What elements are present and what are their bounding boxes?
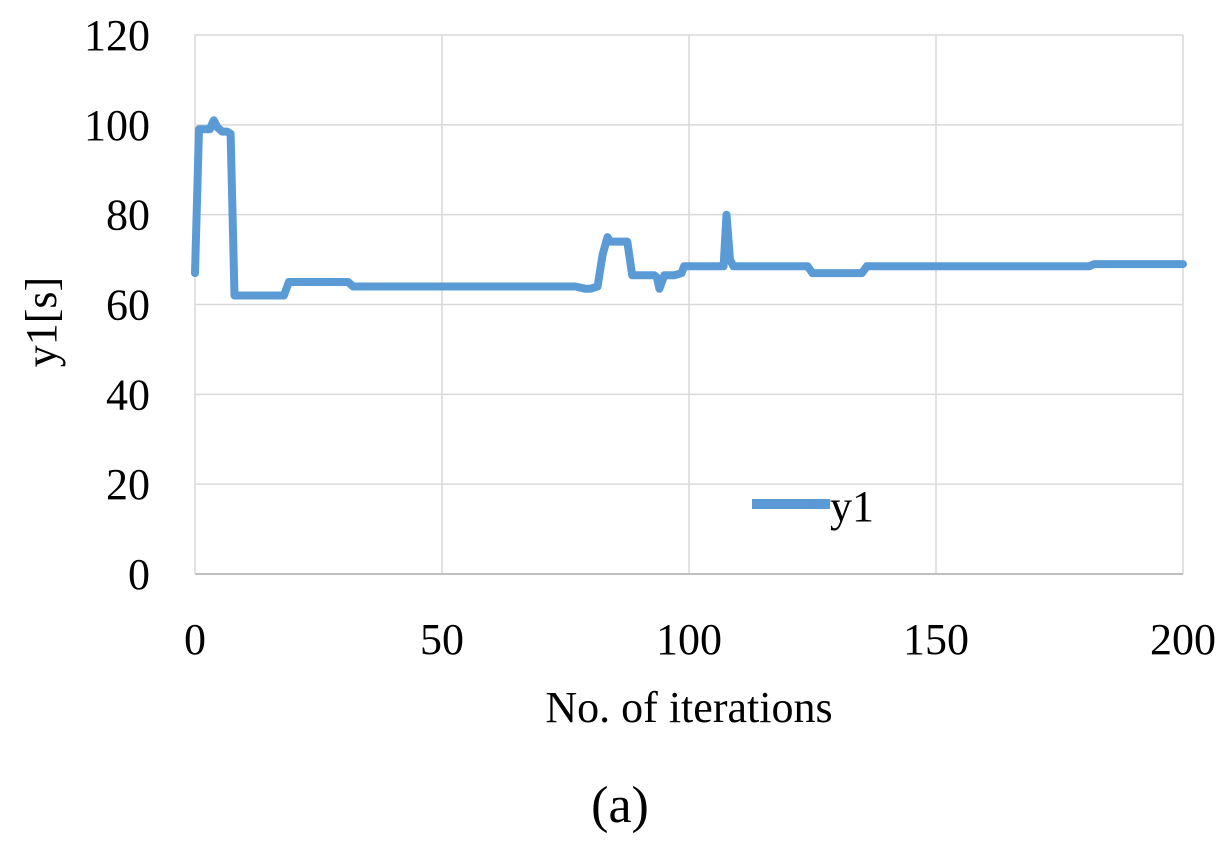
y-tick-labels: 0 20 40 60 80 100 120	[84, 11, 150, 599]
x-tick-label-50: 50	[420, 615, 464, 664]
x-tick-labels: 0 50 100 150 200	[184, 615, 1216, 664]
y-axis-title: y1[s]	[17, 277, 66, 367]
y-tick-label-80: 80	[106, 191, 150, 240]
x-tick-label-200: 200	[1150, 615, 1216, 664]
series-line-y1	[191, 116, 1187, 300]
x-axis-title: No. of iterations	[545, 683, 832, 732]
y-tick-label-120: 120	[84, 11, 150, 60]
y-tick-label-60: 60	[106, 281, 150, 330]
series-lines	[191, 116, 1187, 300]
x-tick-label-150: 150	[903, 615, 969, 664]
x-tick-label-0: 0	[184, 615, 206, 664]
x-tick-label-100: 100	[656, 615, 722, 664]
y-tick-label-0: 0	[128, 550, 150, 599]
legend: y1	[752, 482, 874, 531]
y-tick-label-40: 40	[106, 370, 150, 419]
legend-label-y1: y1	[830, 482, 874, 531]
figure-caption: (a)	[591, 777, 649, 834]
y-tick-label-20: 20	[106, 460, 150, 509]
axes	[194, 35, 1183, 575]
gridlines	[195, 34, 1184, 574]
y-tick-label-100: 100	[84, 101, 150, 150]
